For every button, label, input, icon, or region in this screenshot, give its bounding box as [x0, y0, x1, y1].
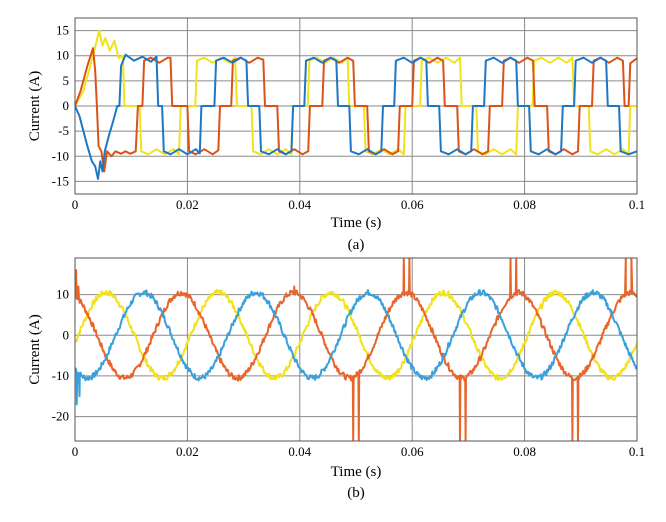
y-axis-label-a: Current (A): [27, 71, 43, 141]
x-axis-label-a: Time (s): [331, 215, 382, 231]
series-a: [75, 29, 637, 180]
x-tick-label: 0.1: [629, 444, 645, 459]
y-ticks-b: 10 0 -10 -20: [52, 287, 69, 424]
x-tick-label: 0.08: [513, 197, 536, 212]
x-tick-label: 0.06: [401, 444, 424, 459]
series-line-3: [75, 53, 637, 180]
panel-b: 0 0.02 0.04 0.06 0.08 0.1 100-10-20 Time (s) …: [27, 257, 645, 501]
x-tick-label: 0.02: [176, 197, 199, 212]
x-tick-label: 0.06: [401, 197, 424, 212]
y-tick-label: -15: [52, 173, 69, 188]
x-ticks-b: 0 0.02 0.04 0.06 0.08 0.1: [72, 444, 645, 459]
x-tick-label: 0.02: [176, 444, 199, 459]
y-tick-label: -5: [58, 123, 69, 138]
series-line-2: [75, 258, 637, 441]
y-tick-label: 5: [63, 73, 70, 88]
plot-frame-a: [74, 17, 638, 195]
x-tick-label: 0: [72, 444, 79, 459]
y-tick-label: 0: [63, 327, 70, 342]
x-tick-label: 0.04: [288, 197, 311, 212]
x-tick-label: 0: [72, 197, 79, 212]
y-tick-label: -10: [52, 368, 69, 383]
y-ticks-a: 15 10 5 0 -5 -10 -15: [52, 23, 69, 189]
y-tick-label: 0: [63, 98, 70, 113]
panel-a: 0 0.02 0.04 0.06 0.08 0.1 15 10 5 0 -5 -10 -15 Time…: [27, 17, 645, 253]
y-tick-label: 15: [56, 23, 69, 38]
series-line-1: [75, 288, 637, 381]
series-line-3: [75, 289, 637, 406]
caption-b: (b): [347, 485, 365, 501]
caption-a: (a): [348, 237, 365, 253]
y-tick-label: -20: [52, 409, 69, 424]
y-tick-label: 10: [56, 48, 69, 63]
y-axis-label-b: Current (A): [27, 314, 43, 384]
series-b: [75, 258, 637, 441]
x-ticks-a: 0 0.02 0.04 0.06 0.08 0.1: [72, 197, 645, 212]
y-tick-label: -10: [52, 148, 69, 163]
x-axis-label-b: Time (s): [331, 464, 382, 480]
x-tick-label: 0.1: [629, 197, 645, 212]
x-tick-label: 0.08: [513, 444, 536, 459]
x-tick-label: 0.04: [288, 444, 311, 459]
series-line-2: [75, 47, 637, 173]
plot-frame-b: [74, 257, 638, 442]
y-tick-label: 10: [56, 287, 69, 302]
series-line-1: [75, 29, 637, 156]
